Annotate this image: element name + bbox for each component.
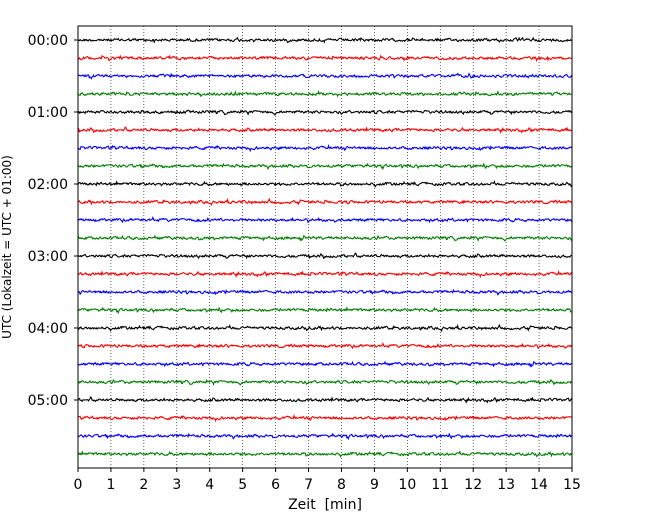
seismic-trace xyxy=(77,162,573,171)
seismic-trace xyxy=(77,108,573,116)
x-tick-label: 3 xyxy=(172,477,181,493)
x-tick-label: 1 xyxy=(106,477,115,493)
x-tick-label: 15 xyxy=(563,477,581,493)
y-tick-label: 01:00 xyxy=(28,105,68,121)
seismic-trace xyxy=(77,306,573,315)
x-tick-label: 9 xyxy=(370,477,379,493)
seismic-trace xyxy=(77,252,573,260)
x-tick-label: 5 xyxy=(238,477,247,493)
y-tick-label: 03:00 xyxy=(28,249,68,265)
seismic-trace xyxy=(77,54,573,63)
x-tick-label: 14 xyxy=(530,477,548,493)
seismic-trace xyxy=(77,323,573,333)
x-tick-label: 7 xyxy=(304,477,313,493)
plot-background xyxy=(78,26,572,468)
y-tick-label: 05:00 xyxy=(28,393,68,409)
seismic-trace xyxy=(77,126,573,135)
seismic-trace xyxy=(77,450,573,458)
x-tick-label: 4 xyxy=(205,477,214,493)
x-tick-label: 11 xyxy=(431,477,449,493)
seismic-trace xyxy=(77,270,573,279)
seismic-trace xyxy=(77,378,573,386)
x-tick-label: 2 xyxy=(139,477,148,493)
seismic-trace xyxy=(77,144,573,153)
x-tick-label: 6 xyxy=(271,477,280,493)
seismic-trace xyxy=(77,89,573,98)
x-tick-label: 8 xyxy=(337,477,346,493)
seismic-trace xyxy=(77,432,573,441)
seismic-trace xyxy=(77,414,573,423)
seismic-trace xyxy=(77,72,573,80)
seismic-trace xyxy=(77,360,573,368)
y-tick-label: 04:00 xyxy=(28,321,68,337)
seismic-trace xyxy=(77,216,573,224)
x-axis-title: Zeit [min] xyxy=(288,497,362,513)
x-tick-label: 10 xyxy=(398,477,416,493)
seismic-trace xyxy=(77,396,573,405)
seismic-traces xyxy=(77,36,573,458)
seismic-trace xyxy=(77,197,573,207)
x-axis-ticks: 0 1 2 3 4 5 6 7 8 9 10 11 12 13 14 15 xyxy=(74,468,581,493)
x-tick-label: 0 xyxy=(74,477,83,493)
seismic-trace xyxy=(77,180,573,188)
seismic-trace xyxy=(77,234,573,242)
seismic-trace xyxy=(77,288,573,296)
seismic-trace xyxy=(77,342,573,350)
plot-frame xyxy=(77,25,573,469)
x-tick-label: 13 xyxy=(497,477,515,493)
y-tick-label: 02:00 xyxy=(28,177,68,193)
y-axis-ticks: 00:00 01:00 02:00 03:00 04:00 05:00 xyxy=(28,33,78,409)
x-tick-label: 12 xyxy=(464,477,482,493)
y-tick-label: 00:00 xyxy=(28,33,68,49)
y-axis-title: UTC (Lokalzeit = UTC + 01:00) xyxy=(0,155,14,339)
seismic-trace xyxy=(77,36,573,44)
